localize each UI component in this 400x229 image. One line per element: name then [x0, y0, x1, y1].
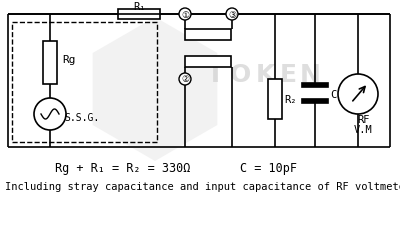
- Bar: [185, 30, 231, 41]
- Text: S.S.G.: S.S.G.: [64, 112, 99, 123]
- Text: ③: ③: [228, 11, 236, 19]
- Text: RF: RF: [357, 114, 369, 124]
- Bar: [302, 84, 328, 88]
- Text: C = 10pF: C = 10pF: [240, 161, 297, 174]
- Text: Rg + R₁ = R₂ = 330Ω: Rg + R₁ = R₂ = 330Ω: [55, 161, 190, 174]
- Bar: [302, 100, 328, 104]
- Bar: [12, 23, 157, 142]
- Text: T: T: [206, 63, 224, 87]
- Text: ②: ②: [181, 75, 189, 84]
- Circle shape: [34, 98, 66, 131]
- Text: ①: ①: [181, 11, 189, 19]
- Circle shape: [179, 9, 191, 21]
- Circle shape: [179, 74, 191, 86]
- Bar: [185, 57, 231, 68]
- Circle shape: [338, 75, 378, 114]
- Bar: [268, 80, 282, 120]
- Text: K: K: [255, 63, 275, 87]
- Text: C: C: [330, 90, 336, 100]
- Text: Including stray capacitance and input capacitance of RF voltmeter: Including stray capacitance and input ca…: [5, 181, 400, 191]
- Bar: [118, 10, 160, 20]
- Circle shape: [226, 9, 238, 21]
- Text: V.M: V.M: [354, 124, 372, 134]
- Text: R₂: R₂: [284, 95, 296, 105]
- Text: Rg: Rg: [62, 55, 76, 65]
- Text: E: E: [280, 63, 296, 87]
- Text: R₁: R₁: [133, 2, 145, 12]
- Text: O: O: [229, 63, 251, 87]
- Text: N: N: [300, 63, 320, 87]
- Bar: [43, 42, 57, 85]
